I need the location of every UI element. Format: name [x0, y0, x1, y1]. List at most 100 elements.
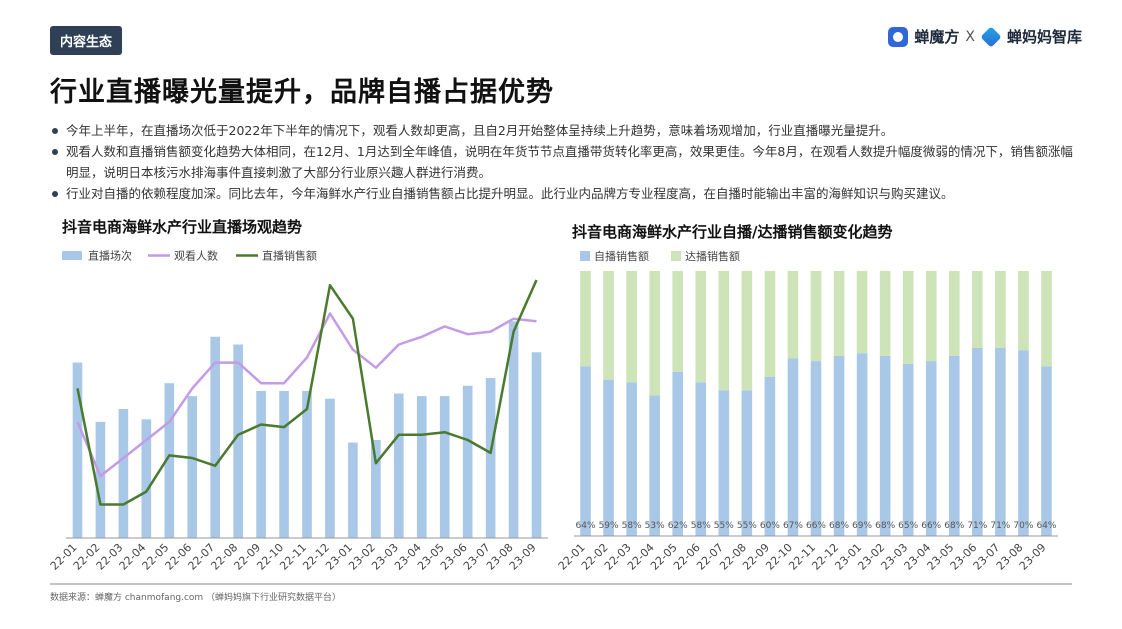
data-label: 66% [921, 521, 941, 531]
chart1-title: 抖音电商海鲜水产行业直播场观趋势 [62, 218, 303, 236]
bar-live-sessions [233, 344, 243, 538]
data-label: 58% [691, 521, 711, 531]
bar-kol-broadcast [995, 271, 1006, 348]
data-label: 64% [576, 521, 596, 531]
legend-label: 观看人数 [174, 249, 218, 263]
bullet-list: 今年上半年，在直播场次低于2022年下半年的情况下，观看人数却更高，且自2月开始… [52, 120, 1082, 204]
data-label: 68% [875, 521, 895, 531]
bar-live-sessions [371, 439, 381, 538]
bar-kol-broadcast [833, 271, 845, 356]
bar-self-broadcast [1041, 366, 1052, 536]
bar-kol-broadcast [787, 271, 799, 359]
bar-live-sessions [141, 419, 152, 538]
bar-kol-broadcast [764, 271, 776, 377]
bar-self-broadcast [972, 347, 983, 536]
bar-self-broadcast [741, 390, 753, 536]
brand1-label: 蝉魔方 [914, 28, 960, 46]
bar-live-sessions [393, 393, 404, 538]
brand-separator: X [965, 28, 975, 45]
bar-kol-broadcast [902, 271, 914, 364]
data-label: 67% [783, 521, 803, 531]
chart2-title: 抖音电商海鲜水产行业自播/达播销售额变化趋势 [572, 223, 893, 241]
bar-self-broadcast [879, 355, 891, 536]
bar-live-sessions [279, 390, 289, 538]
page-title: 行业直播曝光量提升，品牌自播占据优势 [50, 77, 554, 108]
data-label: 65% [898, 521, 918, 531]
bar-live-sessions [302, 390, 312, 538]
data-label: 55% [737, 521, 757, 531]
bar-kol-broadcast [879, 271, 891, 356]
line-sales [76, 279, 538, 506]
line-viewers [76, 312, 537, 478]
bar-live-sessions [485, 378, 496, 538]
bar-self-broadcast [995, 347, 1006, 536]
bullet-item: 今年上半年，在直播场次低于2022年下半年的情况下，观看人数却更高，且自2月开始… [52, 120, 1082, 141]
bar-kol-broadcast [1018, 271, 1029, 351]
bar-self-broadcast [787, 358, 799, 536]
bar-live-sessions [439, 396, 450, 538]
data-label: 68% [944, 521, 964, 531]
data-label: 69% [852, 521, 872, 531]
data-label: 59% [599, 521, 619, 531]
bar-self-broadcast [902, 363, 914, 536]
bar-kol-broadcast [672, 271, 684, 372]
bar-live-sessions [187, 396, 198, 538]
data-label: 64% [1036, 521, 1056, 531]
bar-kol-broadcast [626, 271, 637, 383]
bar-live-sessions [348, 442, 358, 538]
bar-kol-broadcast [856, 271, 868, 354]
legend-label: 直播场次 [88, 249, 132, 263]
legend-label: 直播销售额 [262, 249, 317, 263]
bar-kol-broadcast [695, 271, 707, 383]
legend-swatch-kol [671, 251, 681, 261]
section-tag: 内容生态 [50, 26, 123, 55]
bar-kol-broadcast [925, 271, 937, 362]
bar-self-broadcast [810, 361, 822, 536]
bar-live-sessions [416, 396, 427, 538]
chanmofang-logo-icon [888, 26, 909, 47]
data-label: 60% [760, 521, 780, 531]
bullet-item: 观看人数和直播销售额变化趋势大体相同，在12月、1月达到全年峰值，说明在年货节节… [52, 141, 1082, 183]
data-label: 70% [1013, 521, 1033, 531]
bar-live-sessions [164, 383, 175, 538]
bar-kol-broadcast [972, 271, 983, 348]
data-source: 数据来源：蝉魔方 chanmofang.com （蝉妈妈旗下行业研究数据平台） [50, 593, 342, 603]
bar-self-broadcast [649, 395, 660, 536]
bar-live-sessions [95, 421, 106, 538]
x-tick-label: 23-09 [507, 541, 539, 573]
bar-live-sessions [72, 362, 83, 538]
bar-live-sessions [531, 352, 542, 538]
bar-kol-broadcast [603, 271, 614, 380]
legend-swatch-0 [62, 251, 82, 260]
data-label: 71% [990, 521, 1010, 531]
bar-live-sessions [462, 385, 473, 538]
bar-self-broadcast [925, 361, 937, 536]
legend-label: 达播销售额 [685, 249, 740, 263]
brand-logo: 蝉魔方 X 蝉妈妈智库 [888, 25, 1082, 48]
bar-kol-broadcast [580, 271, 591, 367]
x-tick-label: 23-09 [1017, 541, 1049, 573]
data-label: 68% [829, 521, 849, 531]
data-label: 62% [668, 521, 688, 531]
bar-kol-broadcast [741, 271, 753, 391]
data-label: 66% [806, 521, 826, 531]
bar-live-sessions [256, 390, 266, 538]
bar-self-broadcast [764, 377, 776, 536]
bar-live-sessions [118, 409, 129, 538]
bar-kol-broadcast [948, 271, 960, 356]
bar-self-broadcast [833, 355, 845, 536]
brand2-label: 蝉妈妈智库 [1006, 28, 1082, 46]
bar-kol-broadcast [718, 271, 730, 391]
bar-live-sessions [508, 321, 519, 538]
bar-self-broadcast [856, 353, 868, 536]
bar-self-broadcast [672, 371, 684, 536]
bar-live-sessions [210, 336, 221, 538]
bar-kol-broadcast [649, 271, 660, 396]
bar-kol-broadcast [1041, 271, 1052, 367]
bar-self-broadcast [695, 382, 707, 536]
bar-live-sessions [325, 398, 335, 538]
legend-swatch-self [580, 251, 590, 261]
bar-self-broadcast [948, 355, 960, 536]
bar-kol-broadcast [810, 271, 822, 362]
